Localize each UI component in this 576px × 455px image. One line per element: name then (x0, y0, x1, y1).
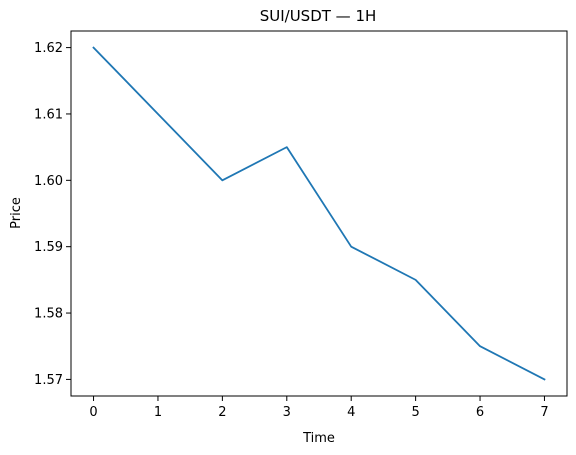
plot-frame (70, 30, 568, 397)
x-tick-label: 2 (218, 405, 226, 420)
x-tick-label: 5 (411, 405, 419, 420)
chart-title: SUI/USDT — 1H (260, 7, 377, 25)
x-tick-label: 6 (476, 405, 484, 420)
y-tick-label: 1.57 (34, 373, 63, 388)
x-tick-label: 7 (540, 405, 548, 420)
x-axis-ticks: 0 1 2 3 4 5 6 7 (89, 396, 549, 420)
x-tick-label: 3 (283, 405, 291, 420)
x-tick-label: 0 (89, 405, 97, 420)
y-tick-label: 1.61 (34, 107, 63, 122)
series-line (92, 46, 546, 381)
series-group (92, 46, 546, 381)
x-axis-label: Time (302, 431, 335, 446)
y-axis-ticks: 1.57 1.58 1.59 1.60 1.61 1.62 (34, 41, 71, 388)
y-tick-label: 1.59 (34, 240, 63, 255)
x-tick-label: 1 (154, 405, 162, 420)
x-tick-label: 4 (347, 405, 355, 420)
y-tick-label: 1.62 (34, 41, 63, 56)
y-tick-label: 1.60 (34, 174, 63, 189)
y-axis-label: Price (9, 197, 24, 229)
y-tick-label: 1.58 (34, 307, 63, 322)
